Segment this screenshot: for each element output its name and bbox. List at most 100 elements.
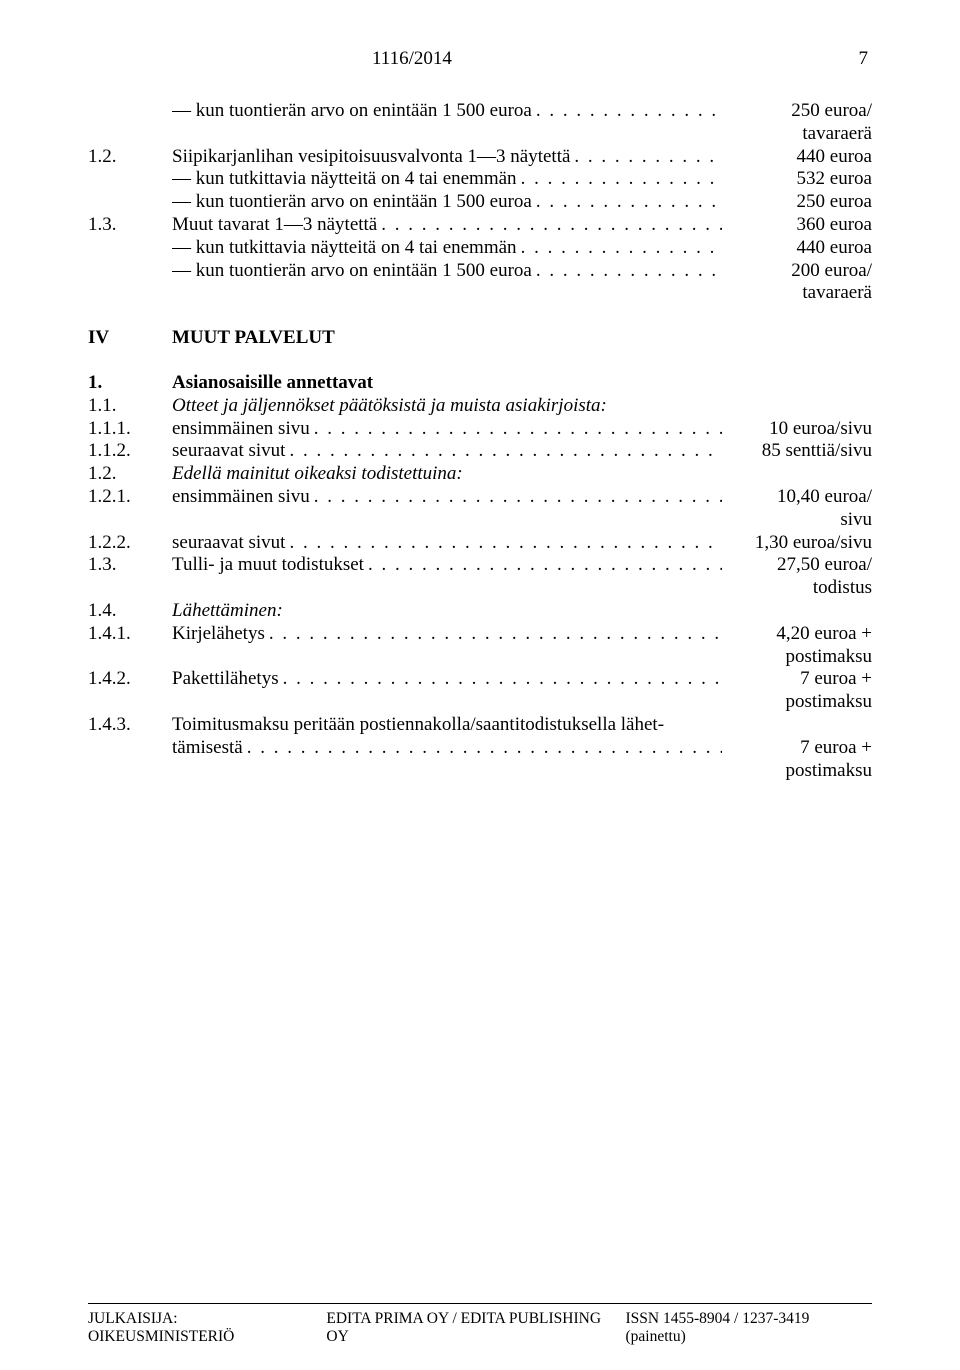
list-item-sub: tavaraerä	[88, 282, 872, 305]
list-item-sub: tavaraerä	[88, 123, 872, 146]
item-value: 7 euroa +	[722, 737, 872, 760]
page-header: 1116/2014 7	[88, 48, 872, 70]
section-iv-heading: IV MUUT PALVELUT	[88, 327, 872, 350]
block-2: 1.1.Otteet ja jäljennökset päätöksistä j…	[88, 395, 872, 714]
item-label: — kun tutkittavia näytteitä on 4 tai ene…	[172, 237, 517, 260]
block2-title: Asianosaisille annettavat	[172, 372, 373, 395]
leader-dots	[265, 623, 722, 646]
item-label: seuraavat sivut	[172, 440, 285, 463]
leader-dots	[279, 668, 722, 691]
item-num: 1.4.2.	[88, 668, 172, 691]
leader-dots	[517, 237, 722, 260]
item-value: 440 euroa	[722, 237, 872, 260]
leader-dots	[310, 418, 722, 441]
list-item-sub: postimaksu	[88, 691, 872, 714]
item-value-sub: postimaksu	[722, 646, 872, 669]
leader-dots	[377, 214, 722, 237]
block-1: — kun tuontierän arvo on enintään 1 500 …	[88, 100, 872, 305]
item-label: — kun tutkittavia näytteitä on 4 tai ene…	[172, 168, 517, 191]
list-item: — kun tuontierän arvo on enintään 1 500 …	[88, 100, 872, 123]
list-item: 1.2.Edellä mainitut oikeaksi todistettui…	[88, 463, 872, 486]
item-value: 27,50 euroa/	[722, 554, 872, 577]
list-item: — kun tutkittavia näytteitä on 4 tai ene…	[88, 168, 872, 191]
section-iv-title: MUUT PALVELUT	[172, 327, 335, 350]
item-value: 4,20 euroa +	[722, 623, 872, 646]
item-num: 1.2.	[88, 146, 172, 169]
list-item: 1.4.2.Pakettilähetys 7 euroa +	[88, 668, 872, 691]
item-num: 1.4.	[88, 600, 172, 623]
item-value-sub: tavaraerä	[722, 123, 872, 146]
item-label: — kun tuontierän arvo on enintään 1 500 …	[172, 100, 532, 123]
leader-dots	[285, 532, 722, 555]
leader-dots	[570, 146, 722, 169]
item-value-sub: postimaksu	[722, 691, 872, 714]
item-num: 1.	[88, 372, 172, 395]
item-num: 1.3.	[88, 214, 172, 237]
item-label: — kun tuontierän arvo on enintään 1 500 …	[172, 260, 532, 283]
item-value-sub: sivu	[722, 509, 872, 532]
list-item-sub: todistus	[88, 577, 872, 600]
item-num: 1.4.3.	[88, 714, 172, 737]
item-num: 1.2.1.	[88, 486, 172, 509]
leader-dots	[532, 191, 722, 214]
footer-printer: EDITA PRIMA OY / EDITA PUBLISHING OY	[326, 1310, 625, 1346]
item-num: 1.4.1.	[88, 623, 172, 646]
item-label: ensimmäinen sivu	[172, 486, 310, 509]
item-num: 1.2.	[88, 463, 172, 486]
item-num: 1.1.	[88, 395, 172, 418]
item-label: Otteet ja jäljennökset päätöksistä ja mu…	[172, 395, 607, 418]
list-item: 1.1.2.seuraavat sivut85 senttiä/sivu	[88, 440, 872, 463]
leader-dots	[364, 554, 722, 577]
leader-dots	[517, 168, 722, 191]
footer-issn: ISSN 1455-8904 / 1237-3419 (painettu)	[626, 1310, 873, 1346]
item-label: Muut tavarat 1—3 näytettä	[172, 214, 377, 237]
page-number: 7	[859, 48, 869, 70]
item-value: 10 euroa/sivu	[722, 418, 872, 441]
item-1-4-3: 1.4.3. Toimitusmaksu peritään postiennak…	[88, 714, 872, 782]
item-num: 1.3.	[88, 554, 172, 577]
item-label: Lähettäminen:	[172, 600, 283, 623]
list-item: 1.4.Lähettäminen:	[88, 600, 872, 623]
item-value: 200 euroa/	[722, 260, 872, 283]
list-item: 1.4.1.Kirjelähetys 4,20 euroa +	[88, 623, 872, 646]
list-item-sub: sivu	[88, 509, 872, 532]
item-label: Kirjelähetys	[172, 623, 265, 646]
doc-number: 1116/2014	[372, 48, 452, 70]
item-label: Edellä mainitut oikeaksi todistettuina:	[172, 463, 463, 486]
item-label: Pakettilähetys	[172, 668, 279, 691]
block2-header: 1. Asianosaisille annettavat	[88, 372, 872, 395]
list-item: 1.1.Otteet ja jäljennökset päätöksistä j…	[88, 395, 872, 418]
item-num: 1.2.2.	[88, 532, 172, 555]
item-value: 1,30 euroa/sivu	[722, 532, 872, 555]
list-item: 1.3.Muut tavarat 1—3 näytettä 360 euroa	[88, 214, 872, 237]
leader-dots	[243, 737, 722, 760]
leader-dots	[285, 440, 722, 463]
list-item: — kun tuontierän arvo on enintään 1 500 …	[88, 191, 872, 214]
item-value: 250 euroa	[722, 191, 872, 214]
roman-num: IV	[88, 327, 172, 350]
item-label: Tulli- ja muut todistukset	[172, 554, 364, 577]
item-value: 532 euroa	[722, 168, 872, 191]
item-num: 1.1.1.	[88, 418, 172, 441]
leader-dots	[532, 100, 722, 123]
list-item: 1.2.1.ensimmäinen sivu 10,40 euroa/	[88, 486, 872, 509]
list-item: — kun tutkittavia näytteitä on 4 tai ene…	[88, 237, 872, 260]
page-footer: JULKAISIJA: OIKEUSMINISTERIÖ EDITA PRIMA…	[88, 1303, 872, 1346]
item-label-line2: tämisestä	[172, 737, 243, 760]
item-value: 7 euroa +	[722, 668, 872, 691]
list-item: 1.2.Siipikarjanlihan vesipitoisuusvalvon…	[88, 146, 872, 169]
item-label: seuraavat sivut	[172, 532, 285, 555]
list-item: 1.2.2.seuraavat sivut 1,30 euroa/sivu	[88, 532, 872, 555]
item-label: — kun tuontierän arvo on enintään 1 500 …	[172, 191, 532, 214]
list-item: — kun tuontierän arvo on enintään 1 500 …	[88, 260, 872, 283]
item-value: 10,40 euroa/	[722, 486, 872, 509]
item-num: 1.1.2.	[88, 440, 172, 463]
item-value-sub: postimaksu	[722, 760, 872, 783]
item-label-line1: Toimitusmaksu peritään postiennakolla/sa…	[172, 714, 664, 735]
content-body: — kun tuontierän arvo on enintään 1 500 …	[88, 100, 872, 782]
list-item: 1.1.1.ensimmäinen sivu10 euroa/sivu	[88, 418, 872, 441]
item-value: 250 euroa/	[722, 100, 872, 123]
leader-dots	[310, 486, 722, 509]
item-value: 360 euroa	[722, 214, 872, 237]
footer-publisher: JULKAISIJA: OIKEUSMINISTERIÖ	[88, 1310, 326, 1346]
